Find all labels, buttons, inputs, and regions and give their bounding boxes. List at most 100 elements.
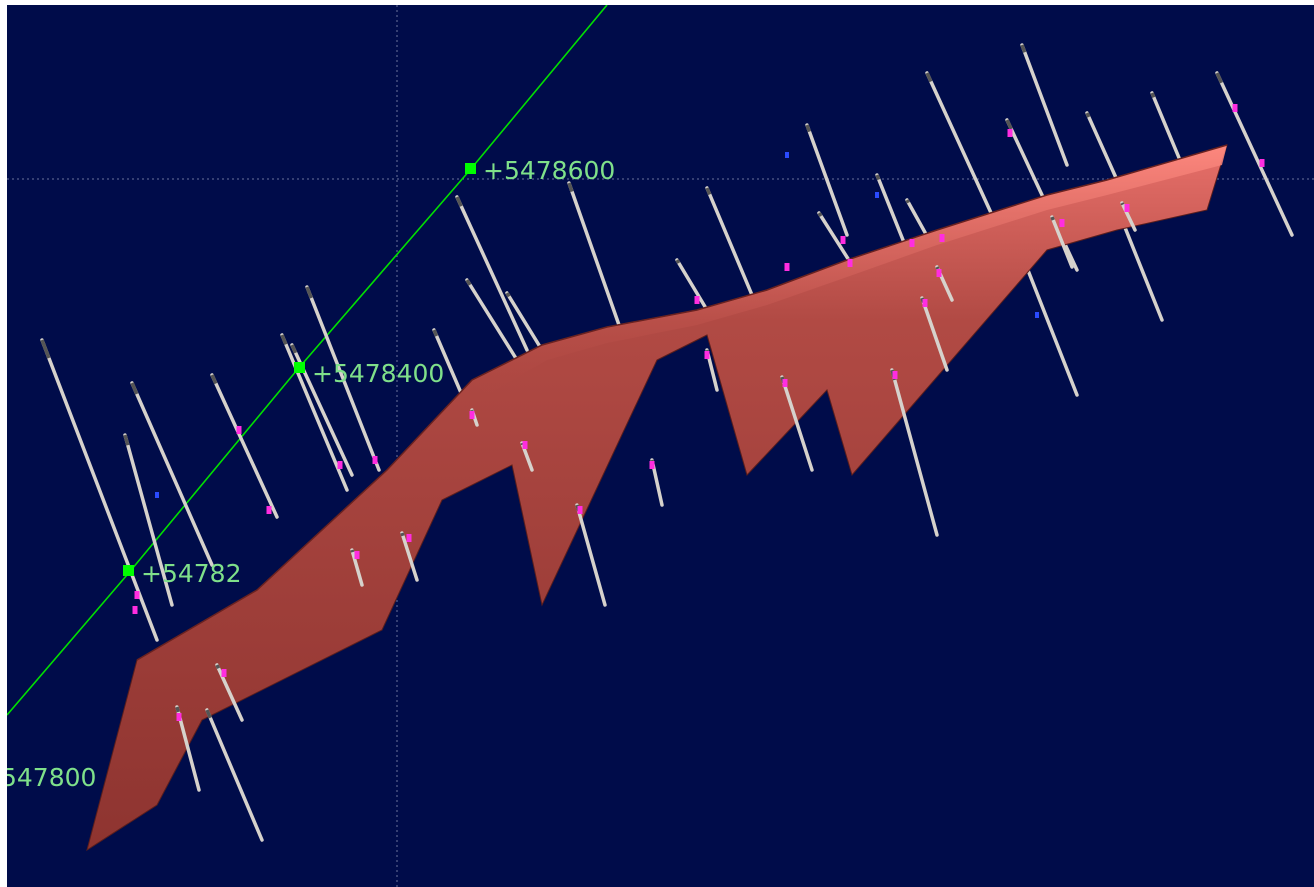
assay-low-3 [155,492,159,498]
back-drillhole-14[interactable] [817,211,854,267]
back-drillhole-7[interactable] [465,278,519,362]
assay-intercept-14 [909,239,915,247]
back-drillhole-collar-10 [505,292,511,298]
back-drillhole-collar-2 [123,434,130,446]
label-5478200: +54782 [141,559,241,588]
back-drillhole-18[interactable] [1020,43,1069,167]
assay-intercept-23 [176,713,182,721]
assay-low-2 [785,152,789,158]
assay-intercept-20 [1259,159,1265,167]
assay-intercept-10 [704,351,710,359]
northing-markers: +5478600 +5478400 +54782 547800 [7,156,615,792]
label-5478600: +5478600 [483,156,615,185]
3d-viewport[interactable]: +5478600 +5478400 +54782 547800 [7,5,1314,887]
ore-surface[interactable] [86,144,1228,852]
back-drillhole-15[interactable] [875,173,909,252]
back-drillhole-collar-5 [305,286,313,299]
back-drillhole-collar-4 [280,334,288,345]
assay-intercept-13 [847,259,853,267]
back-drillhole-collar-14 [817,212,823,218]
front-drillhole-7[interactable] [575,503,607,607]
front-drillhole-2[interactable] [205,708,264,842]
assay-low-1 [1035,312,1039,318]
back-drillhole-17[interactable] [925,71,994,217]
back-drillhole-11[interactable] [675,258,709,312]
assay-intercept-27 [892,371,898,379]
assay-intercept-24 [354,551,360,559]
assay-intercept-3 [266,506,272,514]
assay-intercept-29 [936,269,942,277]
grid-lines [7,5,1314,887]
front-drillhole-15[interactable] [1120,201,1137,232]
assay-intercept-7 [522,441,528,449]
marker-5478400[interactable] [294,362,305,373]
front-drillhole-3[interactable] [350,548,364,587]
assay-intercept-11 [784,263,790,271]
marker-5478600[interactable] [465,163,476,174]
assay-intercept-8 [577,506,583,514]
assay-intercept-0 [132,606,138,614]
back-drillhole-3[interactable] [210,373,279,519]
back-drillhole-collar-9 [567,182,574,193]
label-5478400: +5478400 [312,359,444,388]
ore-surface-highlight [472,145,1227,395]
front-drillhole-collar-3 [350,549,355,553]
assay-intercept-4 [337,461,343,469]
back-drillhole-24[interactable] [1020,253,1079,397]
assay-intercept-26 [782,379,788,387]
front-drillhole-0[interactable] [215,663,244,722]
back-drillhole-0[interactable] [40,338,159,642]
front-drillhole-collar-4 [400,532,405,537]
assay-intercept-22 [221,669,227,677]
assay-intercept-15 [939,234,945,242]
assay-intercept-9 [649,461,655,469]
back-drillhole-collar-3 [210,374,218,385]
back-drillhole-22[interactable] [1215,71,1294,237]
back-drillhole-10[interactable] [505,291,544,352]
marker-5478200[interactable] [123,565,134,576]
back-drillhole-collar-6 [455,196,463,207]
assay-intercept-6 [469,411,475,419]
assay-intercept-28 [922,299,928,307]
back-drillhole-collar-17 [925,72,933,83]
back-drillhole-collar-1 [130,382,139,395]
assay-intercept-25 [406,534,412,542]
front-drillhole-collar-13 [935,266,940,270]
drillholes-front [132,104,1265,842]
front-drillhole-10[interactable] [780,375,814,472]
label-5478000: 547800 [7,763,96,792]
assay-intercept-17 [1059,219,1065,227]
front-drillhole-collar-14 [1050,216,1055,221]
assay-intercept-1 [134,591,140,599]
back-drillhole-5[interactable] [305,285,381,472]
front-drillhole-14[interactable] [1050,215,1074,269]
back-drillhole-collar-21 [1150,92,1156,98]
back-drillhole-1[interactable] [130,381,214,567]
assay-intercept-21 [694,296,700,304]
assay-intercept-19 [1232,104,1238,112]
back-drillhole-9[interactable] [567,181,621,327]
assay-intercept-18 [1124,204,1130,212]
front-drillhole-collar-1 [175,706,181,713]
scene-canvas[interactable]: +5478600 +5478400 +54782 547800 [7,5,1314,887]
back-drillhole-12[interactable] [705,186,754,297]
back-drillhole-collar-11 [675,259,681,264]
front-drillhole-11[interactable] [890,368,939,537]
back-drillhole-4[interactable] [280,333,349,492]
back-drillhole-20[interactable] [1085,111,1119,182]
front-drillhole-collar-2 [205,709,212,719]
back-drillhole-collar-15 [875,174,881,181]
front-drillhole-collar-0 [215,664,221,670]
front-drillhole-collar-15 [1120,202,1125,206]
back-drillhole-collar-12 [705,187,712,196]
back-drillhole-21[interactable] [1150,91,1184,167]
ore-surface-crest [136,144,1228,661]
back-drillhole-6[interactable] [455,195,529,352]
front-drillhole-12[interactable] [920,296,949,372]
back-drillhole-2[interactable] [123,433,174,607]
back-drillhole-13[interactable] [805,123,849,237]
back-drillhole-collar-25 [290,344,298,354]
front-drillhole-4[interactable] [400,531,419,582]
back-drillhole-collar-0 [40,339,51,359]
back-drillhole-collar-18 [1020,44,1027,53]
